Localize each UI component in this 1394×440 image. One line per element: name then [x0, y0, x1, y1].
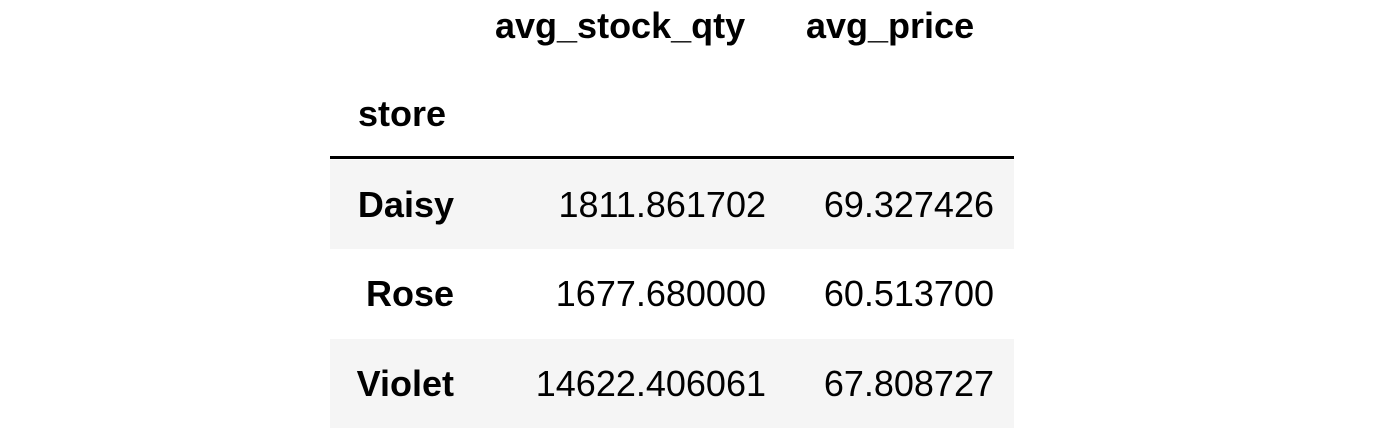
column-header-avg-stock-qty: avg_stock_qty: [495, 5, 746, 46]
dataframe-table: avg_stock_qty avg_price store Daisy 1811…: [330, 0, 1014, 428]
cell-avg-stock-qty: 1677.680000: [555, 272, 766, 314]
row-index-label: Daisy: [357, 183, 454, 225]
row-index-label: Rose: [365, 272, 454, 314]
cell-avg-price: 67.808727: [823, 362, 994, 404]
column-header-row: avg_stock_qty avg_price: [330, 0, 1014, 52]
cell-avg-price: 69.327426: [823, 183, 994, 225]
row-index-label: Violet: [356, 362, 454, 404]
index-name-header: store: [358, 93, 447, 134]
header-divider: [330, 156, 1014, 159]
table-row: Rose 1677.680000 60.513700: [330, 249, 1014, 338]
cell-avg-price: 60.513700: [823, 272, 994, 314]
table-row: Daisy 1811.861702 69.327426: [330, 160, 1014, 249]
table-row: Violet 14622.406061 67.808727: [330, 339, 1014, 428]
cell-avg-stock-qty: 14622.406061: [535, 362, 766, 404]
index-name-row: store: [330, 52, 1014, 155]
column-header-avg-price: avg_price: [806, 5, 975, 46]
cell-avg-stock-qty: 1811.861702: [558, 183, 766, 225]
